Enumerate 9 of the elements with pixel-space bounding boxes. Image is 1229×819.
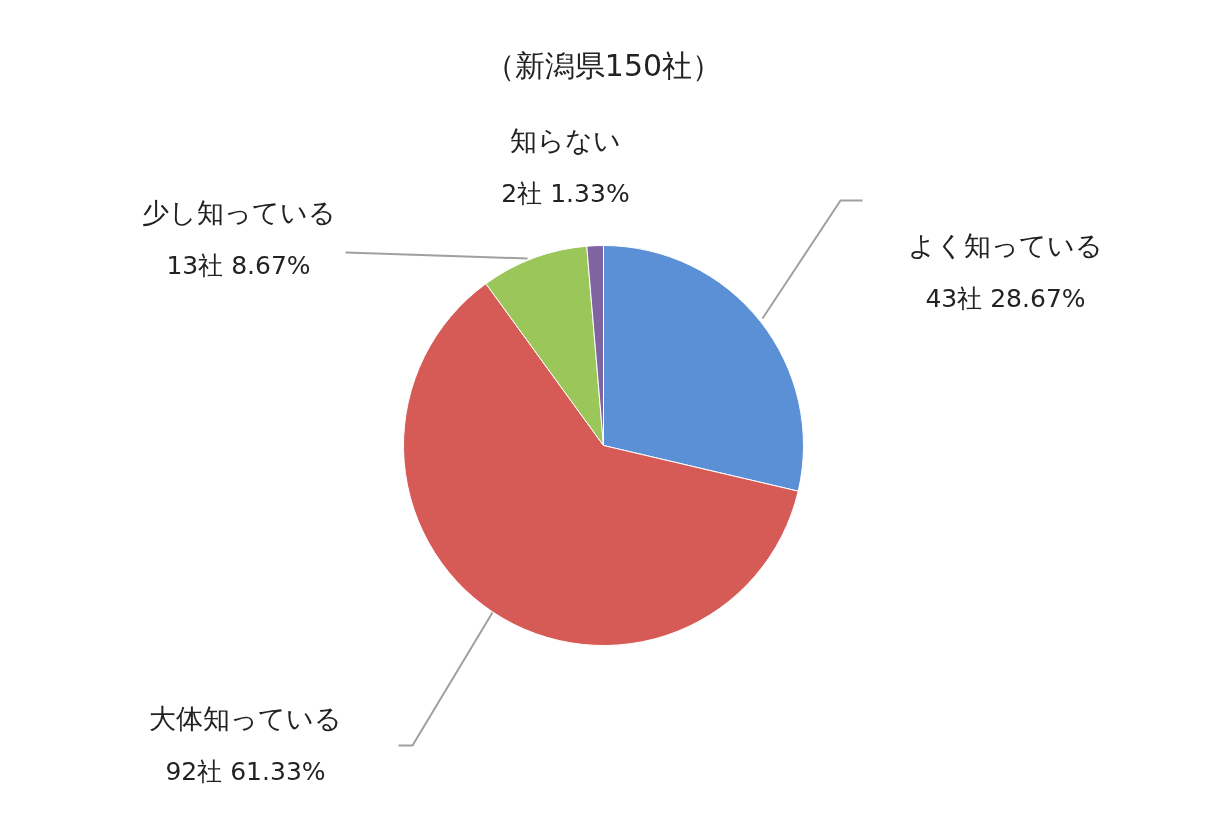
slice-label: 知らない [510,125,621,156]
data-label: 92社 61.33% [165,757,326,786]
data-label: 43社 28.67% [925,284,1086,313]
data-label: 13社 8.67% [166,251,311,280]
data-label: 2社 1.33% [501,179,630,208]
slice-label: 少し知っている [141,197,336,228]
slice-label: よく知っている [908,230,1103,261]
slice-label: 大体知っている [149,703,342,734]
chart-title: （新潟県150社） [484,48,723,83]
